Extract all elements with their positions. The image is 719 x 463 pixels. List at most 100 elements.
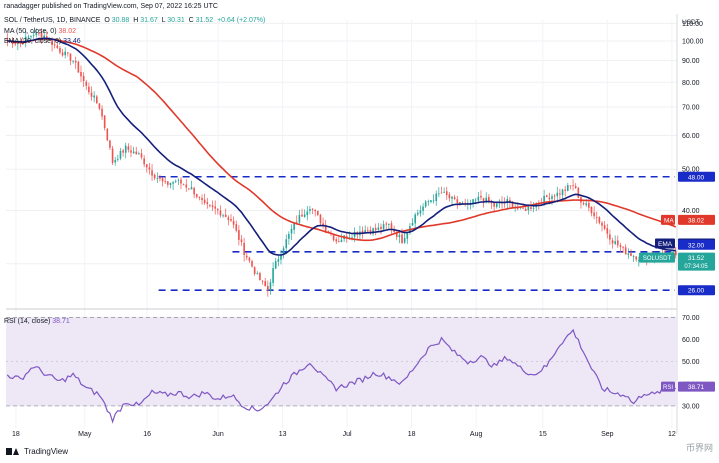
candle-body — [545, 195, 548, 198]
candle-body — [140, 153, 143, 158]
candle-body — [219, 210, 222, 216]
ma-legend[interactable]: MA (50, close, 0) 38.02 — [4, 28, 76, 35]
candle-body — [88, 86, 90, 93]
candle-body — [385, 223, 388, 225]
rsi-tick-label: 60.00 — [682, 337, 700, 344]
candle-body — [390, 223, 393, 230]
last-price-value: 31.52 — [688, 255, 705, 262]
candle-body — [459, 202, 461, 204]
ema-legend-label: EMA (20, close, 0) — [4, 38, 62, 45]
candle-body — [180, 179, 182, 184]
candle-body — [101, 108, 103, 117]
candle-body — [472, 199, 474, 204]
candle-body — [403, 238, 406, 243]
candle-body — [638, 260, 640, 261]
time-tick-label: 16 — [143, 431, 151, 438]
ema-legend-value: 33.46 — [63, 38, 81, 45]
candle-body — [306, 211, 309, 216]
candle-body — [490, 202, 493, 204]
ohlc-high: 31.67 — [140, 17, 158, 24]
candle-body — [172, 181, 174, 184]
candle-body — [167, 181, 169, 185]
level-value: 48.00 — [688, 174, 705, 181]
tradingview-footer[interactable]: TradingView — [6, 447, 68, 456]
candle-body — [324, 224, 327, 231]
ma-legend-value: 38.02 — [58, 28, 77, 35]
price-tags: MA38.02EMA33.4648.0026.0032.00SOLUSDT31.… — [639, 171, 715, 392]
candle-body — [298, 214, 301, 223]
candle-body — [245, 255, 248, 258]
candle-body — [340, 239, 343, 242]
candle-body — [224, 214, 227, 218]
candle-body — [201, 197, 203, 201]
candle-body — [156, 178, 159, 179]
candle-body — [303, 214, 306, 217]
ema-legend[interactable]: EMA (20, close, 0) 33.46 — [4, 38, 81, 45]
candle-body — [119, 150, 122, 159]
symbol-name[interactable]: SOL / TetherUS, 1D, BINANCE — [4, 17, 101, 24]
candle-body — [203, 199, 206, 203]
watermark: 币界网 — [685, 443, 713, 453]
candle-body — [277, 259, 280, 262]
candle-body — [169, 183, 172, 185]
candle-body — [69, 53, 72, 61]
candle-body — [251, 261, 253, 267]
candle-body — [151, 170, 153, 176]
ma-tag-label: MA — [664, 217, 674, 224]
candle-body — [380, 226, 382, 229]
candle-body — [6, 39, 9, 42]
candle-body — [674, 251, 677, 256]
candle-body — [601, 222, 603, 226]
candle-body — [261, 280, 264, 282]
candle-body — [432, 200, 435, 202]
time-tick-label: Jun — [212, 431, 223, 438]
candle-body — [272, 268, 274, 283]
candle-body — [253, 267, 256, 274]
ema-tag-label-box — [655, 238, 675, 249]
rsi-band — [6, 317, 677, 407]
candle-body — [474, 199, 477, 201]
ma-tag-value: 38.02 — [688, 217, 705, 224]
candle-body — [64, 51, 67, 56]
candle-body — [374, 228, 377, 231]
candle-body — [395, 232, 398, 237]
candle-body — [445, 191, 448, 196]
candle-body — [559, 193, 561, 195]
candle-body — [551, 196, 553, 199]
candle-body — [453, 197, 456, 199]
last-price-symbol: SOLUSDT — [643, 256, 672, 262]
candle-body — [117, 159, 119, 160]
price-tick-label: 40.00 — [682, 208, 700, 215]
candle-body — [114, 160, 117, 163]
published-note: ranadagger published on TradingView.com,… — [4, 3, 218, 10]
candle-body — [130, 150, 132, 153]
candle-body — [264, 281, 267, 287]
rsi-tag-value-box — [678, 381, 715, 392]
candle-body — [269, 282, 272, 291]
candle-body — [67, 52, 69, 54]
ohlc-low: 30.31 — [167, 17, 185, 24]
candle-body — [14, 43, 17, 45]
candle-body — [461, 202, 464, 204]
candle-body — [61, 52, 64, 56]
candle-body — [317, 210, 319, 215]
candle-body — [124, 145, 127, 153]
candle-body — [290, 228, 293, 234]
candle-body — [22, 43, 24, 44]
rsi-tag-value: 38.71 — [688, 384, 705, 391]
rsi-legend[interactable]: RSI (14, close) 38.71 — [4, 318, 70, 325]
candle-body — [635, 256, 638, 260]
candle-body — [309, 209, 311, 211]
candle-body — [161, 178, 164, 182]
candle-body — [211, 205, 214, 208]
candle-body — [243, 242, 245, 255]
candle-body — [164, 181, 167, 182]
candle-body — [398, 234, 401, 238]
candle-body — [193, 188, 195, 195]
candle-body — [98, 103, 101, 109]
level-value: 32.00 — [688, 242, 705, 249]
candle-body — [17, 42, 19, 45]
candle-body — [516, 208, 519, 210]
candle-body — [606, 228, 609, 234]
